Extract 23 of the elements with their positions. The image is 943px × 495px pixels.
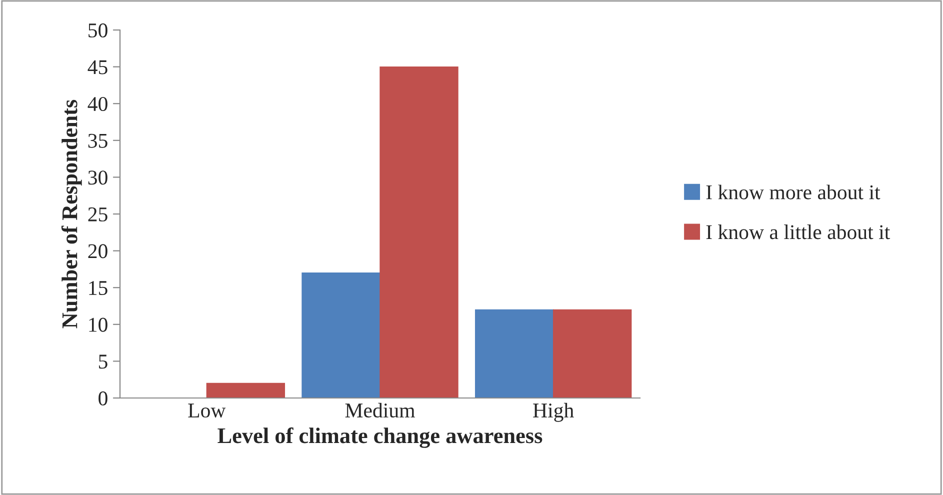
- y-tick-label: 30: [88, 170, 108, 185]
- x-tick-label: High: [533, 402, 574, 422]
- bar: [206, 382, 286, 398]
- legend-label: I know a little about it: [706, 224, 890, 240]
- y-tick-label: 25: [88, 207, 108, 222]
- bar: [302, 272, 380, 398]
- legend-label: I know more about it: [706, 184, 880, 200]
- y-tick-label: 10: [89, 318, 108, 332]
- y-tick-label: 0: [98, 391, 108, 406]
- y-tick-label: 50: [88, 23, 108, 38]
- bar: [552, 309, 632, 398]
- y-tick-label: 20: [88, 244, 108, 258]
- x-axis-title: Level of climate change awareness: [218, 427, 542, 448]
- y-tick-label: 40: [88, 96, 108, 112]
- bar: [380, 66, 458, 398]
- y-tick-label: 5: [98, 354, 108, 369]
- y-axis-title: Number of Respondents: [61, 100, 82, 328]
- y-tick-label: 35: [88, 134, 108, 148]
- y-tick-label: 15: [89, 281, 108, 296]
- y-tick-label: 45: [88, 60, 108, 74]
- x-tick-label: Low: [188, 404, 226, 418]
- bar: [474, 309, 554, 398]
- x-tick-label: Medium: [345, 402, 415, 418]
